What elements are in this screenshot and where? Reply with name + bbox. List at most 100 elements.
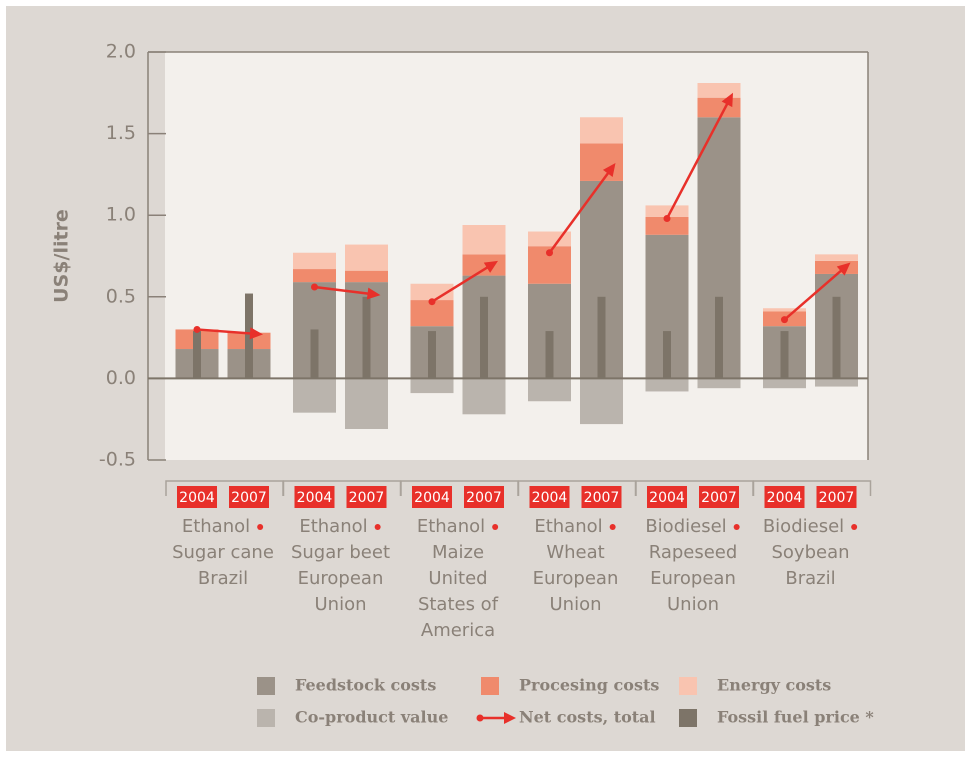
year-box — [177, 486, 217, 508]
net-cost-arrow — [783, 268, 844, 321]
bar-segment — [763, 378, 806, 389]
bar-segment — [293, 378, 336, 413]
bar-segment — [645, 205, 689, 217]
legend-label: Co-product value — [295, 708, 448, 727]
legend-label: Fossil fuel price * — [717, 708, 874, 727]
year-label: 2007 — [584, 490, 620, 506]
category-label: Ethanol — [534, 516, 602, 537]
bar-segment — [580, 143, 623, 181]
fossil-bar — [193, 331, 201, 379]
bar-segment — [815, 254, 858, 261]
bar-segment — [815, 260, 858, 274]
bar-segment — [345, 378, 388, 429]
y-tick-label: 1.0 — [106, 204, 136, 226]
year-label: 2004 — [767, 490, 803, 506]
fossil-bar — [362, 296, 371, 379]
year-box — [529, 486, 570, 508]
year-label: 2007 — [819, 490, 855, 506]
net-cost-dot — [781, 316, 788, 324]
category-label: European — [533, 568, 619, 589]
year-box — [816, 486, 857, 508]
legend-label: Energy costs — [717, 676, 831, 695]
fossil-bar — [245, 293, 253, 379]
category-label: Sugar beet — [291, 542, 390, 563]
legend-label: Feedstock costs — [295, 676, 436, 695]
category-label: Maize — [432, 542, 484, 563]
category-label: Union — [314, 594, 366, 615]
category-label: United — [428, 568, 487, 589]
fossil-bar — [597, 296, 606, 379]
bullet — [609, 524, 616, 530]
year-label: 2004 — [297, 490, 333, 506]
y-axis-label: US$/litre — [51, 209, 73, 303]
category-label: Biodiesel — [645, 516, 726, 537]
bar-segment — [697, 83, 741, 98]
category-label: America — [421, 620, 495, 641]
legend-swatch — [481, 677, 499, 695]
fossil-bar — [663, 331, 671, 379]
net-cost-arrow — [548, 170, 611, 254]
bar-segment — [410, 378, 454, 394]
bar-segment — [815, 378, 858, 387]
group-bracket — [752, 480, 872, 496]
category-label: Brazil — [198, 568, 248, 589]
year-label: 2004 — [414, 490, 450, 506]
fossil-bar — [310, 329, 319, 379]
year-box — [581, 486, 622, 508]
bar-segment — [462, 254, 506, 276]
arrow-head — [249, 327, 263, 340]
legend-swatch — [679, 677, 697, 695]
bar-segment — [293, 252, 336, 270]
bar-segment — [580, 378, 623, 425]
category-label: European — [298, 568, 384, 589]
year-box — [294, 486, 335, 508]
bullet — [851, 524, 858, 530]
year-box — [346, 486, 387, 508]
bar-segment — [697, 97, 741, 118]
legend-swatch — [257, 709, 275, 727]
fossil-bar — [832, 296, 841, 379]
y-tick-label: 1.5 — [106, 122, 136, 144]
legend-label: Procesing costs — [519, 676, 659, 695]
bar-segment — [293, 269, 336, 283]
year-label: 2004 — [532, 490, 568, 506]
year-box — [229, 486, 269, 508]
net-cost-arrow — [196, 328, 253, 335]
category-label: Union — [549, 594, 601, 615]
year-box — [764, 486, 805, 508]
legend-label: Net costs, total — [519, 708, 656, 727]
legend-icon — [476, 714, 484, 722]
bar-segment — [697, 378, 741, 389]
year-label: 2004 — [179, 490, 215, 506]
category-label: Ethanol — [417, 516, 485, 537]
category-label: Ethanol — [182, 516, 250, 537]
y-tick-label: -0.5 — [99, 449, 136, 471]
bullet — [257, 524, 264, 530]
year-box — [412, 486, 452, 508]
net-cost-dot — [428, 298, 436, 306]
category-label: Rapeseed — [649, 542, 738, 563]
year-label: 2007 — [349, 490, 385, 506]
bullet — [733, 524, 740, 530]
net-cost-dot — [546, 249, 553, 257]
category-label: Wheat — [546, 542, 604, 563]
bar-segment — [528, 378, 571, 402]
net-cost-dot — [663, 214, 671, 222]
category-label: Biodiesel — [763, 516, 844, 537]
net-cost-arrow — [314, 285, 371, 296]
plot-area — [165, 52, 868, 460]
y-tick-label: 2.0 — [106, 41, 136, 63]
arrow-head — [721, 92, 733, 108]
year-label: 2007 — [466, 490, 502, 506]
net-cost-arrow — [431, 265, 490, 303]
fossil-bar — [715, 296, 723, 379]
bar-segment — [462, 378, 506, 415]
year-box — [647, 486, 687, 508]
year-box — [699, 486, 739, 508]
y-tick-label: 0.0 — [106, 367, 136, 389]
net-cost-dot — [193, 325, 201, 333]
arrow-head — [836, 262, 851, 276]
category-label: States of — [418, 594, 499, 615]
fossil-bar — [545, 331, 554, 379]
